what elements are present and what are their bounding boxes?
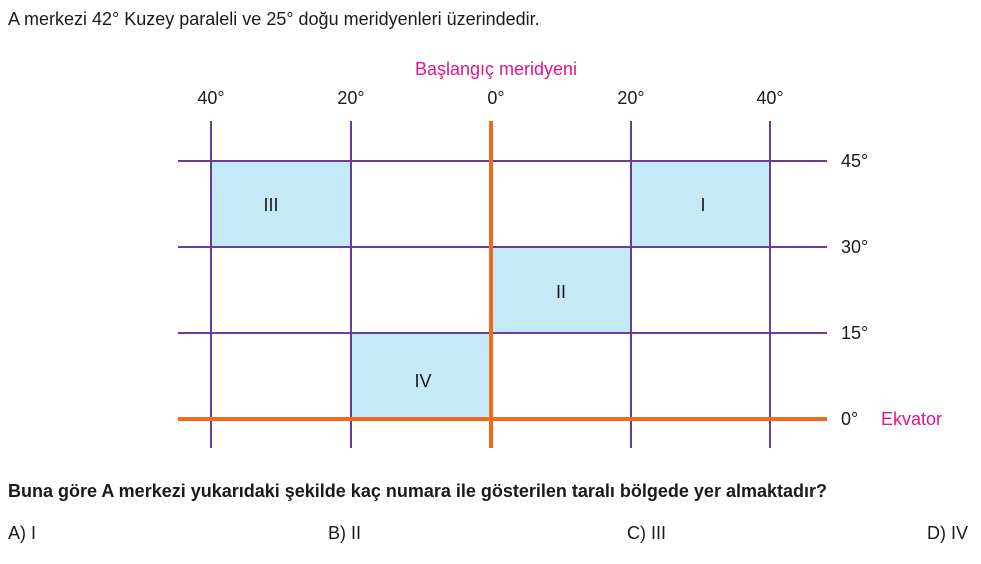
parallel-label: 0° [841,409,858,429]
region-ii [491,247,631,333]
equator-label: Ekvator [881,409,942,429]
meridian-label: 20° [337,88,364,108]
region-label-iii: III [263,195,278,215]
parallel-label: 15° [841,323,868,343]
question-text: Buna göre A merkezi yukarıdaki şekilde k… [8,481,827,501]
meridian-label: 40° [756,88,783,108]
intro-text: A merkezi 42° Kuzey paraleli ve 25° doğu… [8,9,540,29]
option-d[interactable]: D) IV [927,523,969,543]
region-label-iv: IV [414,371,431,391]
coordinate-grid-diagram: Başlangıç meridyeni 40° 20° 0° 20° 40° 4… [178,59,942,448]
option-c[interactable]: C) III [627,523,666,543]
region-label-i: I [700,195,705,215]
region-i [631,161,770,247]
option-a[interactable]: A) I [8,523,37,543]
option-b[interactable]: B) II [328,523,362,543]
parallel-label: 30° [841,237,868,257]
meridian-label: 20° [617,88,644,108]
region-iii [211,161,351,247]
meridian-label: 0° [487,88,504,108]
parallel-label: 45° [841,151,868,171]
meridian-label: 40° [197,88,224,108]
prime-meridian-label: Başlangıç meridyeni [415,59,577,79]
region-iv [351,333,491,419]
region-label-ii: II [556,282,566,302]
